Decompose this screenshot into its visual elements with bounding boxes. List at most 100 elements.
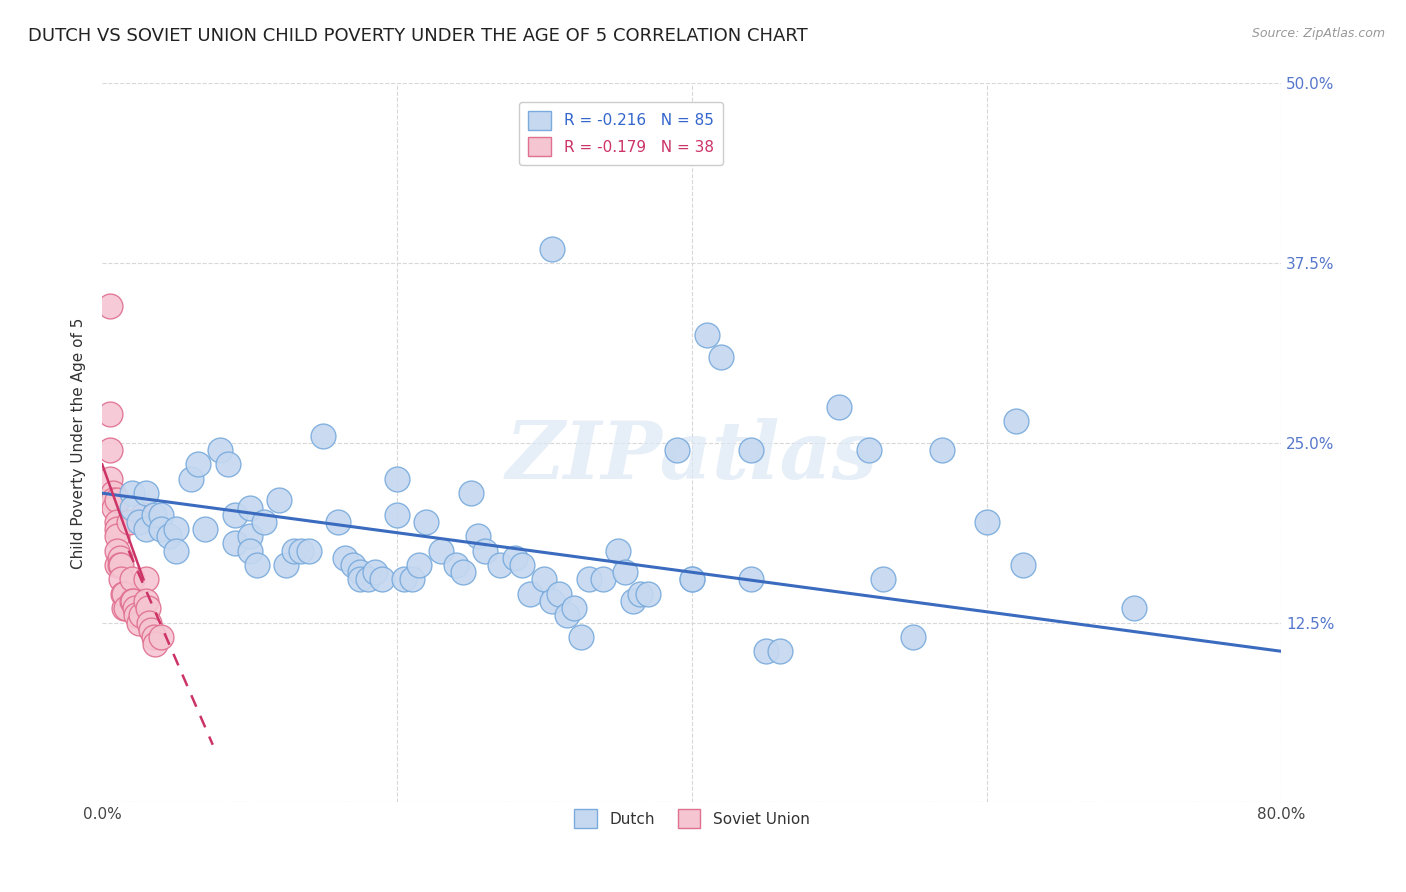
Point [108, 558, 131, 572]
Point [415, 515, 437, 529]
Point [138, 615, 160, 630]
Point [342, 558, 364, 572]
Point [349, 573, 371, 587]
Point [578, 573, 600, 587]
Point [394, 573, 416, 587]
Point [696, 328, 718, 343]
Point [194, 522, 217, 536]
Point [165, 543, 187, 558]
Point [356, 573, 378, 587]
Point [108, 550, 131, 565]
Point [385, 472, 408, 486]
Point [548, 587, 571, 601]
Point [105, 543, 128, 558]
Point [180, 472, 202, 486]
Point [740, 443, 762, 458]
Point [562, 601, 585, 615]
Point [105, 515, 128, 529]
Point [628, 587, 651, 601]
Point [105, 522, 128, 536]
Point [474, 543, 496, 558]
Point [111, 587, 134, 601]
Point [569, 630, 592, 644]
Point [142, 630, 165, 644]
Point [98, 443, 121, 458]
Point [460, 486, 482, 500]
Point [467, 529, 489, 543]
Point [872, 573, 894, 587]
Point [453, 566, 475, 580]
Point [114, 601, 136, 615]
Point [122, 594, 145, 608]
Point [101, 486, 124, 500]
Point [444, 558, 467, 572]
Point [157, 529, 180, 543]
Point [555, 608, 578, 623]
Point [110, 573, 132, 587]
Point [681, 573, 703, 587]
Point [828, 400, 851, 414]
Point [510, 558, 533, 572]
Point [125, 608, 148, 623]
Point [666, 443, 689, 458]
Point [142, 508, 165, 522]
Point [129, 608, 152, 623]
Point [239, 500, 262, 515]
Point [1123, 601, 1146, 615]
Point [408, 558, 430, 572]
Point [283, 543, 305, 558]
Point [901, 630, 924, 644]
Point [139, 623, 162, 637]
Point [136, 601, 159, 615]
Point [976, 515, 998, 529]
Point [540, 594, 562, 608]
Point [98, 407, 121, 421]
Point [312, 428, 335, 442]
Point [858, 443, 880, 458]
Point [519, 587, 541, 601]
Point [112, 601, 135, 615]
Point [112, 587, 135, 601]
Point [101, 493, 124, 508]
Point [267, 493, 290, 508]
Point [150, 522, 173, 536]
Point [143, 637, 166, 651]
Point [103, 500, 125, 515]
Point [118, 515, 141, 529]
Point [385, 508, 408, 522]
Point [187, 458, 209, 472]
Point [1005, 414, 1028, 428]
Point [132, 508, 155, 522]
Point [637, 587, 659, 601]
Point [754, 644, 776, 658]
Point [1012, 558, 1035, 572]
Point [121, 486, 143, 500]
Point [128, 515, 150, 529]
Point [121, 573, 143, 587]
Point [239, 529, 262, 543]
Point [105, 493, 128, 508]
Point [614, 566, 637, 580]
Point [769, 644, 792, 658]
Point [110, 558, 132, 572]
Point [217, 458, 239, 472]
Point [121, 594, 143, 608]
Point [150, 508, 173, 522]
Point [592, 573, 614, 587]
Point [135, 486, 157, 500]
Point [326, 515, 349, 529]
Point [98, 299, 121, 313]
Point [105, 558, 128, 572]
Point [224, 536, 246, 550]
Point [135, 594, 157, 608]
Point [290, 543, 312, 558]
Point [607, 543, 630, 558]
Point [135, 522, 157, 536]
Point [621, 594, 644, 608]
Point [740, 573, 762, 587]
Point [533, 573, 555, 587]
Point [710, 350, 733, 364]
Point [121, 500, 143, 515]
Point [489, 558, 512, 572]
Point [239, 543, 262, 558]
